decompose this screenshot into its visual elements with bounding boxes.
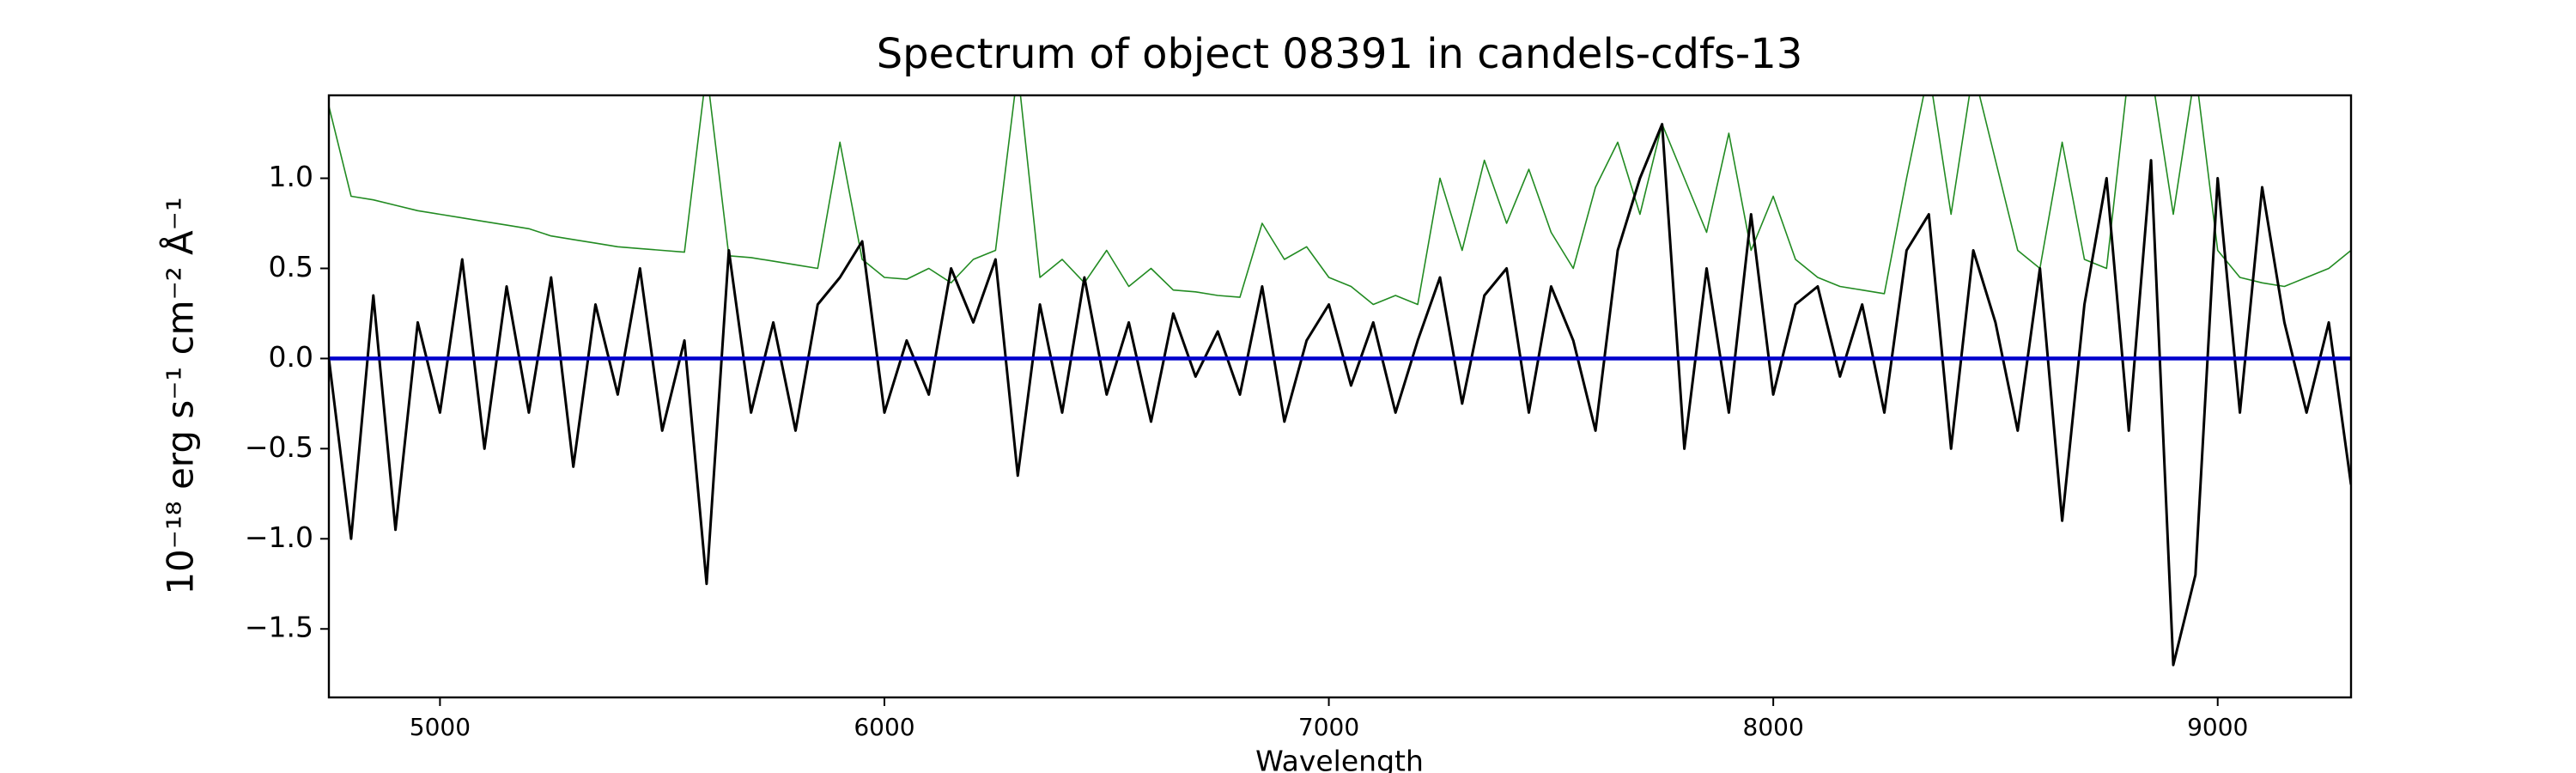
- x-tick-label: 9000: [2187, 713, 2248, 741]
- chart-title: Spectrum of object 08391 in candels-cdfs…: [877, 30, 1803, 78]
- y-tick-label: −1.0: [245, 520, 313, 554]
- y-axis-label: 10⁻¹⁸ erg s⁻¹ cm⁻² Å⁻¹: [159, 197, 202, 594]
- y-tick-label: 1.0: [269, 160, 313, 193]
- plot-lines: [329, 95, 2351, 666]
- x-tick-label: 6000: [854, 713, 914, 741]
- y-tick-label: −0.5: [245, 430, 313, 464]
- plot-frame: [327, 94, 2353, 699]
- y-tick-label: −1.5: [245, 611, 313, 644]
- spectrum-line: [329, 95, 2351, 306]
- x-tick-label: 8000: [1743, 713, 1804, 741]
- x-axis-label: Wavelength: [1255, 745, 1424, 773]
- spectrum-line: [329, 123, 2351, 666]
- x-tick-label: 5000: [410, 713, 471, 741]
- x-tick-label: 7000: [1298, 713, 1359, 741]
- y-tick-label: 0.0: [269, 340, 313, 374]
- y-tick-label: 0.5: [269, 250, 313, 283]
